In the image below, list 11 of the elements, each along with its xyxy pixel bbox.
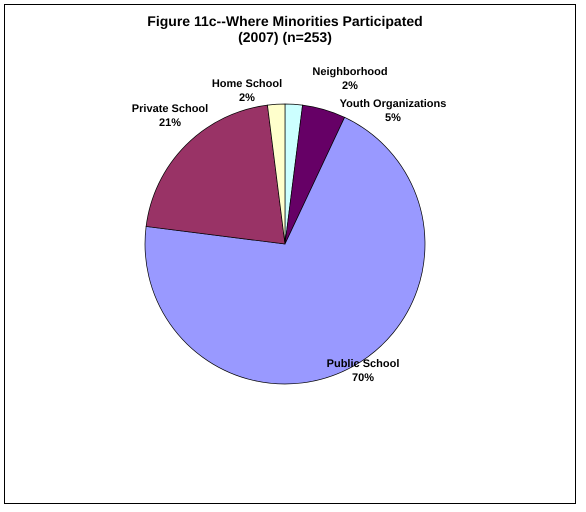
data-label: 70% bbox=[352, 372, 374, 384]
data-label: 2% bbox=[342, 80, 358, 92]
slice-label: Neighborhood bbox=[312, 66, 388, 78]
slice-label: Private School bbox=[132, 103, 208, 115]
data-label: 21% bbox=[158, 117, 182, 129]
slice-label: Public School bbox=[326, 358, 400, 370]
slice-label: Home School bbox=[212, 78, 282, 90]
data-label: 2% bbox=[239, 92, 256, 104]
chart-title: Figure 11c--Where Minorities Participated (2007) (n=253) bbox=[147, 13, 423, 45]
slice-label: Youth Organizations bbox=[340, 98, 446, 110]
data-label: 5% bbox=[385, 112, 402, 124]
